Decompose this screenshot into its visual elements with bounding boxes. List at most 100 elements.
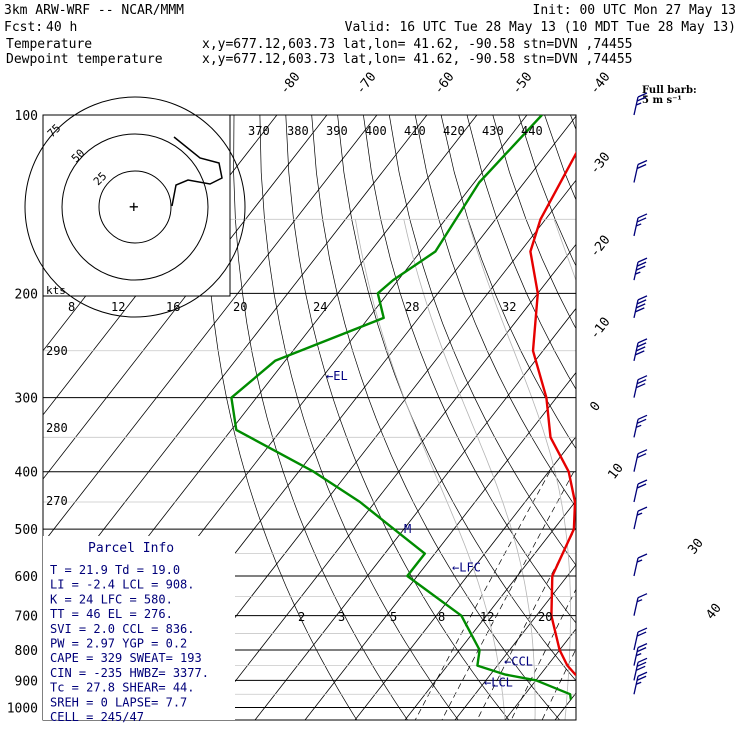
mixing-ratio-label: 16 <box>166 300 180 314</box>
mixing-ratio-label: 8 <box>438 610 445 624</box>
isotherm-line <box>43 115 428 608</box>
wind-barb <box>633 593 648 616</box>
moist-adiabat <box>467 219 571 720</box>
dewpoint-location: x,y=677.12,603.73 lat,lon= 41.62, -90.58… <box>202 52 632 67</box>
pressure-label: 300 <box>15 392 38 407</box>
dry-adiabat <box>259 115 459 720</box>
isotherm-line <box>554 692 576 720</box>
parcel-info-row: SVI = 2.0 CCL = 836. <box>50 622 195 636</box>
dry-adiabat <box>570 115 576 131</box>
parcel-info-row: TT = 46 EL = 276. <box>50 607 173 621</box>
theta-label: 390 <box>326 124 348 138</box>
wind-barb <box>633 671 648 695</box>
theta-label: 290 <box>46 344 68 358</box>
theta-label: 430 <box>482 124 504 138</box>
wind-barb <box>633 657 648 681</box>
mixing-ratio-label: 8 <box>68 300 75 314</box>
theta-label: 410 <box>404 124 426 138</box>
theta-label: 440 <box>521 124 543 138</box>
wind-key-line2: 5 m s⁻¹ <box>642 95 682 106</box>
parcel-info-row: Tc = 27.8 SHEAR= 44. <box>50 681 195 695</box>
isotherm-line <box>605 115 740 720</box>
wind-barb <box>633 553 648 577</box>
mixing-ratio-label: 28 <box>405 300 419 314</box>
pressure-label: 400 <box>15 466 38 481</box>
parcel-info-row: LI = -2.4 LCL = 908. <box>50 578 195 592</box>
wind-barb <box>633 375 648 398</box>
isotherm-label: -40 <box>587 70 613 98</box>
hodograph-box <box>42 114 231 297</box>
isotherm-label: 10 <box>605 461 626 483</box>
parcel-info-box: Parcel Info T = 21.9 Td = 19.0LI = -2.4 … <box>43 536 235 724</box>
isotherm-label: -30 <box>587 150 613 178</box>
dry-adiabat <box>414 115 576 508</box>
isotherm-line <box>354 436 576 720</box>
dry-adiabat <box>622 115 740 720</box>
pressure-label: 900 <box>15 674 38 689</box>
isotherm-label: -20 <box>587 233 613 261</box>
isotherm-label: 40 <box>703 601 724 623</box>
mixing-ratio-label: 20 <box>538 610 552 624</box>
plot-frame <box>42 114 577 721</box>
isotherm-line <box>454 564 576 720</box>
valid-time: Valid: 16 UTC Tue 28 May 13 (10 MDT Tue … <box>345 20 736 35</box>
dry-adiabat <box>285 115 510 720</box>
theta-label: 400 <box>365 124 387 138</box>
fcst-label: Fcst: <box>4 20 43 35</box>
dry-adiabat <box>596 115 740 720</box>
annotation-el: ←EL <box>326 369 348 383</box>
hodograph-units: kts <box>46 284 66 297</box>
mixing-ratio-line <box>541 648 576 720</box>
wind-barb <box>633 92 648 116</box>
wind-barb <box>633 627 648 651</box>
hodograph-trace <box>171 136 223 207</box>
temperature-location: x,y=677.12,603.73 lat,lon= 41.62, -90.58… <box>202 37 632 52</box>
dry-adiabat <box>674 115 740 720</box>
mixing-ratio-label: 24 <box>313 300 327 314</box>
pressure-label: 800 <box>15 644 38 659</box>
pressure-label: 100 <box>15 109 38 124</box>
hodograph-ring <box>98 170 172 244</box>
model-title: 3km ARW-WRF -- NCAR/MMM <box>4 3 184 18</box>
dry-adiabat <box>492 115 576 330</box>
isotherm-line <box>705 115 740 720</box>
pressure-label: 1000 <box>7 701 38 716</box>
mixing-ratio-label: 32 <box>502 300 516 314</box>
theta-label: 380 <box>287 124 309 138</box>
mixing-ratio-label: 3 <box>338 610 345 624</box>
wind-barb <box>633 213 648 237</box>
mixing-ratio-label: 12 <box>480 610 494 624</box>
annotation-ccl: ←CCL <box>504 654 533 668</box>
wind-barb <box>633 479 648 503</box>
dry-adiabat <box>363 115 576 624</box>
isotherm-label: 30 <box>685 536 706 558</box>
dry-adiabat <box>700 115 740 720</box>
isotherm-label: 0 <box>587 399 604 414</box>
pressure-label: 600 <box>15 570 38 585</box>
parcel-info-title: Parcel Info <box>88 541 174 556</box>
isotherm-line <box>254 307 576 720</box>
mixing-ratio-label: 12 <box>111 300 125 314</box>
wind-barb <box>633 449 648 472</box>
wind-barb <box>633 643 648 666</box>
wind-barbs <box>633 92 648 695</box>
temperature-profile <box>529 151 576 677</box>
mixing-ratio-line <box>441 471 575 720</box>
pressure-label: 200 <box>15 287 38 302</box>
isotherm-line <box>43 115 328 480</box>
annotation-m: M <box>404 522 411 536</box>
dry-adiabat <box>337 115 576 682</box>
wind-barb <box>633 414 648 438</box>
fcst-value: 40 h <box>46 20 77 35</box>
wind-barb <box>633 338 648 361</box>
profiles <box>230 115 576 700</box>
mixing-ratio-label: 5 <box>390 610 397 624</box>
isotherm-line <box>204 243 576 720</box>
isotherm-line <box>404 500 576 720</box>
parcel-info-row: T = 21.9 Td = 19.0 <box>50 563 180 577</box>
isotherm-label: -70 <box>353 70 379 98</box>
dry-adiabat <box>205 115 358 720</box>
parcel-info-row: CIN = -235 HWBZ= 3377. <box>50 666 209 680</box>
